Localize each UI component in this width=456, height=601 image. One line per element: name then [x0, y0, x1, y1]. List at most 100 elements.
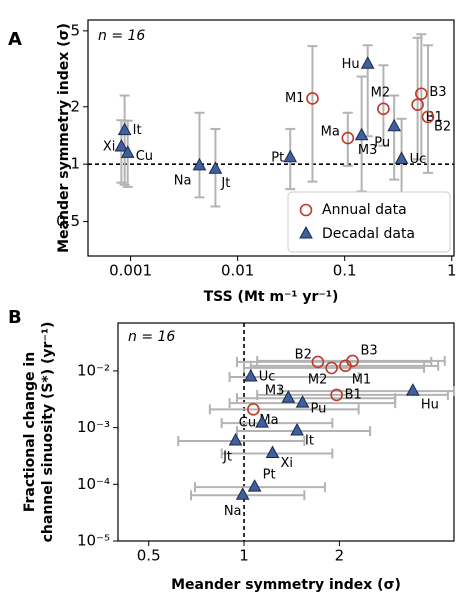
point-label: B3 — [361, 343, 378, 358]
point-label: Hu — [421, 398, 439, 413]
point-label: Uc — [410, 152, 427, 167]
error-bar — [256, 355, 446, 366]
error-bar — [389, 94, 400, 181]
axes-frame — [117, 322, 455, 542]
point — [405, 383, 420, 396]
x-tick-label: 1 — [447, 262, 456, 280]
error-bar — [228, 398, 397, 409]
error-bar — [235, 426, 372, 437]
point-label: Na — [224, 504, 242, 519]
point — [243, 368, 258, 382]
point — [360, 56, 375, 69]
error-bar — [422, 44, 433, 174]
point — [114, 138, 129, 152]
legend-marker — [299, 225, 313, 239]
point — [265, 445, 280, 458]
point-label: Jt — [220, 176, 230, 191]
error-bar — [220, 418, 334, 429]
error-bar — [416, 33, 427, 161]
y-axis-label: channel sinuosity (S*) (yr⁻¹) — [40, 322, 56, 543]
y-tick-label: 10⁻³ — [77, 418, 110, 436]
point — [387, 118, 402, 132]
error-bar — [378, 64, 389, 147]
point — [255, 415, 269, 428]
point-label: M3 — [265, 384, 285, 399]
error-bar — [193, 482, 326, 493]
error-bar — [342, 111, 353, 167]
error-bar — [307, 45, 318, 183]
point — [283, 149, 298, 163]
point-label: Cu — [239, 416, 256, 431]
panel-label: A — [8, 29, 22, 50]
x-tick-label: 2 — [335, 547, 345, 565]
annotation: n = 16 — [128, 329, 175, 345]
point-label: Xi — [281, 456, 294, 471]
y-axis-label: Fractional change in — [22, 352, 38, 512]
point — [311, 355, 325, 369]
point-label: M1 — [285, 91, 305, 106]
point — [421, 110, 435, 124]
axes-frame — [87, 19, 455, 257]
point — [120, 145, 135, 158]
panel-label: B — [8, 307, 22, 328]
point — [330, 388, 343, 402]
point-label: Jt — [222, 450, 232, 465]
point — [295, 395, 310, 408]
point-label: Pt — [263, 468, 276, 483]
point-label: B2 — [295, 347, 312, 362]
point — [290, 422, 304, 436]
point-label: Xi — [103, 140, 116, 155]
legend-label: Decadal data — [322, 226, 415, 242]
y-tick-label: 0.5 — [56, 212, 80, 230]
panel: 0.001 0.01 0.1 1 0.5 1 2 5 A n = 16 TSS (Mt m⁻¹ yr… — [8, 19, 456, 305]
point-label: B1 — [345, 387, 362, 402]
point — [117, 122, 132, 136]
point-label: It — [133, 123, 142, 138]
point-label: It — [305, 434, 314, 449]
error-bar — [243, 362, 426, 373]
y-tick-label: 5 — [70, 21, 80, 39]
legend-frame — [287, 191, 451, 253]
point-label: Pu — [311, 402, 327, 417]
error-bar — [220, 448, 334, 459]
point — [341, 131, 355, 145]
error-bar — [279, 386, 455, 397]
y-axis-label: Meander symmetry index (σ) — [56, 23, 72, 253]
y-tick-label: 10⁻² — [77, 361, 110, 379]
annotation: n = 16 — [98, 28, 145, 44]
point-label: M2 — [371, 85, 391, 100]
x-tick-label: 1 — [239, 547, 249, 565]
point — [192, 157, 207, 171]
x-axis-label: TSS (Mt m⁻¹ yr⁻¹) — [204, 289, 339, 305]
error-bar — [177, 436, 306, 447]
point — [377, 102, 390, 116]
legend-label: Annual data — [322, 202, 407, 218]
y-tick-label: 10⁻⁴ — [77, 475, 110, 493]
point-label: M3 — [358, 143, 378, 158]
y-tick-label: 10⁻⁵ — [77, 532, 110, 550]
point-label: B3 — [429, 85, 446, 100]
x-tick-label: 0.1 — [333, 262, 357, 280]
point-label: Cu — [136, 149, 153, 164]
point — [411, 98, 424, 112]
point-label: Na — [174, 173, 192, 188]
point-label: B2 — [434, 119, 451, 134]
point — [235, 487, 250, 500]
point — [208, 161, 223, 174]
point — [247, 479, 262, 492]
point-label: Pt — [271, 150, 284, 165]
x-axis-label: Meander symmetry index (σ) — [171, 577, 401, 593]
point-label: Hu — [342, 57, 360, 72]
point — [247, 403, 260, 416]
y-tick-label: 2 — [70, 97, 80, 115]
point — [281, 390, 296, 403]
error-bar — [194, 111, 205, 199]
point — [346, 354, 359, 368]
x-tick-label: 0.01 — [221, 262, 254, 280]
error-bar — [208, 404, 360, 415]
point — [415, 87, 428, 101]
point — [354, 127, 369, 141]
y-tick-label: 1 — [70, 155, 80, 173]
point-label: Ma — [321, 125, 340, 140]
